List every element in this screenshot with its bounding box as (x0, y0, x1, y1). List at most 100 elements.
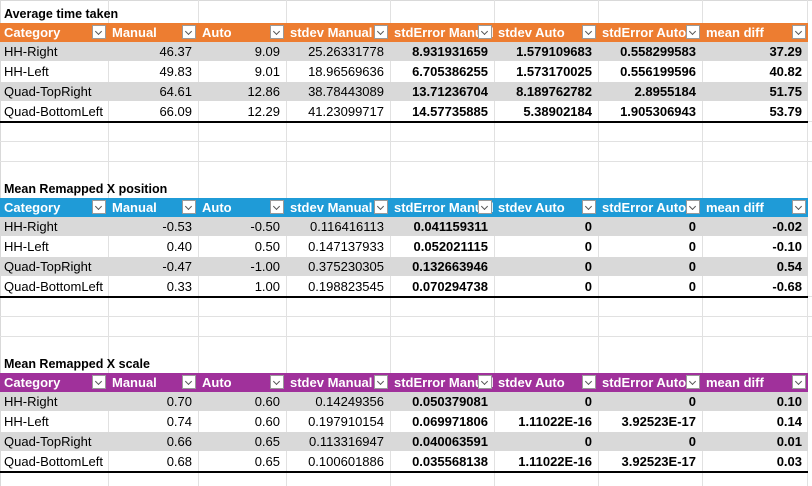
column-header-stdev-manual[interactable]: stdev Manual (286, 198, 390, 217)
cell-category[interactable]: Quad-BottomLeft (4, 279, 103, 294)
cell-stdev-auto[interactable]: 5.38902184 (523, 104, 592, 119)
filter-dropdown-icon[interactable] (792, 25, 806, 39)
cell-stdev-manual[interactable]: 0.197910154 (308, 414, 384, 429)
cell-mean-diff[interactable]: 40.82 (769, 64, 802, 79)
filter-dropdown-icon[interactable] (686, 25, 700, 39)
cell-stdev-manual[interactable]: 0.147137933 (308, 239, 384, 254)
column-header-stdev-manual[interactable]: stdev Manual (286, 23, 390, 42)
column-header-stdev-auto[interactable]: stdev Auto (494, 198, 598, 217)
cell-stdev-auto[interactable]: 1.11022E-16 (518, 454, 592, 469)
column-header-stdev-auto[interactable]: stdev Auto (494, 373, 598, 392)
cell-stderror-auto[interactable]: 3.92523E-17 (621, 454, 696, 469)
cell-auto[interactable]: 9.01 (254, 64, 280, 79)
cell-stderror-manual[interactable]: 8.931931659 (412, 44, 488, 59)
filter-dropdown-icon[interactable] (270, 375, 284, 389)
column-header-stderror-auto[interactable]: stdError Auto (598, 198, 702, 217)
filter-dropdown-icon[interactable] (686, 375, 700, 389)
cell-stderror-auto[interactable]: 1.905306943 (620, 104, 696, 119)
cell-stdev-manual[interactable]: 0.116416113 (310, 219, 384, 234)
filter-dropdown-icon[interactable] (270, 200, 284, 214)
cell-mean-diff[interactable]: 53.79 (769, 104, 802, 119)
cell-stdev-auto[interactable]: 1.11022E-16 (518, 414, 592, 429)
column-header-stderror-manual[interactable]: stdError Manual (390, 373, 494, 392)
cell-auto[interactable]: -1.00 (250, 259, 280, 274)
cell-auto[interactable]: 12.86 (247, 84, 280, 99)
cell-stderror-auto[interactable]: 0 (688, 219, 696, 234)
cell-stdev-manual[interactable]: 0.198823545 (308, 279, 384, 294)
filter-dropdown-icon[interactable] (582, 200, 596, 214)
column-header-category[interactable]: Category (0, 198, 108, 217)
cell-manual[interactable]: 0.66 (166, 434, 192, 449)
cell-manual[interactable]: 0.74 (166, 414, 192, 429)
column-header-manual[interactable]: Manual (108, 23, 198, 42)
filter-dropdown-icon[interactable] (182, 375, 196, 389)
filter-dropdown-icon[interactable] (92, 25, 106, 39)
column-header-mean-diff[interactable]: mean diff (702, 198, 808, 217)
cell-category[interactable]: Quad-TopRight (4, 434, 92, 449)
cell-auto[interactable]: -0.50 (250, 219, 280, 234)
cell-manual[interactable]: 0.68 (166, 454, 192, 469)
cell-stdev-auto[interactable]: 0 (584, 434, 592, 449)
cell-auto[interactable]: 0.60 (254, 414, 280, 429)
cell-stderror-manual[interactable]: 13.71236704 (412, 84, 488, 99)
cell-stdev-manual[interactable]: 41.23099717 (308, 104, 384, 119)
cell-stdev-auto[interactable]: 0 (584, 279, 592, 294)
cell-stdev-manual[interactable]: 0.113316947 (309, 434, 384, 449)
cell-category[interactable]: HH-Left (4, 414, 49, 429)
cell-stderror-auto[interactable]: 0 (688, 239, 696, 254)
cell-stdev-auto[interactable]: 1.579109683 (516, 44, 592, 59)
cell-mean-diff[interactable]: 37.29 (769, 44, 802, 59)
cell-mean-diff[interactable]: 51.75 (769, 84, 802, 99)
cell-stderror-manual[interactable]: 0.132663946 (412, 259, 488, 274)
cell-manual[interactable]: 66.09 (159, 104, 192, 119)
cell-stderror-auto[interactable]: 0 (688, 394, 696, 409)
cell-manual[interactable]: -0.47 (162, 259, 192, 274)
filter-dropdown-icon[interactable] (686, 200, 700, 214)
cell-stdev-manual[interactable]: 25.26331778 (308, 44, 384, 59)
cell-manual[interactable]: 0.33 (166, 279, 192, 294)
cell-manual[interactable]: 0.40 (166, 239, 192, 254)
cell-category[interactable]: HH-Left (4, 64, 49, 79)
cell-manual[interactable]: 0.70 (166, 394, 192, 409)
column-header-stdev-manual[interactable]: stdev Manual (286, 373, 390, 392)
cell-stderror-auto[interactable]: 0.558299583 (620, 44, 696, 59)
cell-stdev-manual[interactable]: 0.14249356 (315, 394, 384, 409)
cell-category[interactable]: HH-Left (4, 239, 49, 254)
cell-stdev-auto[interactable]: 0 (584, 239, 592, 254)
cell-manual[interactable]: 64.61 (159, 84, 192, 99)
cell-stderror-manual[interactable]: 0.069971806 (412, 414, 488, 429)
filter-dropdown-icon[interactable] (582, 25, 596, 39)
column-header-stderror-auto[interactable]: stdError Auto (598, 373, 702, 392)
cell-stdev-auto[interactable]: 0 (584, 219, 592, 234)
filter-dropdown-icon[interactable] (92, 375, 106, 389)
filter-dropdown-icon[interactable] (270, 25, 284, 39)
column-header-stderror-auto[interactable]: stdError Auto (598, 23, 702, 42)
cell-stderror-auto[interactable]: 0 (688, 434, 696, 449)
filter-dropdown-icon[interactable] (374, 25, 388, 39)
cell-mean-diff[interactable]: -0.68 (772, 279, 802, 294)
cell-category[interactable]: HH-Right (4, 44, 58, 59)
filter-dropdown-icon[interactable] (92, 200, 106, 214)
cell-auto[interactable]: 12.29 (247, 104, 280, 119)
cell-auto[interactable]: 1.00 (254, 279, 280, 294)
cell-auto[interactable]: 0.65 (254, 454, 280, 469)
filter-dropdown-icon[interactable] (792, 200, 806, 214)
cell-stderror-manual[interactable]: 0.052021115 (413, 239, 488, 254)
cell-stdev-auto[interactable]: 0 (584, 259, 592, 274)
filter-dropdown-icon[interactable] (182, 25, 196, 39)
cell-auto[interactable]: 0.50 (254, 239, 280, 254)
column-header-stderror-manual[interactable]: stdError Manual (390, 23, 494, 42)
cell-stderror-auto[interactable]: 0 (688, 279, 696, 294)
filter-dropdown-icon[interactable] (478, 200, 492, 214)
column-header-manual[interactable]: Manual (108, 198, 198, 217)
cell-category[interactable]: Quad-TopRight (4, 259, 92, 274)
column-header-manual[interactable]: Manual (108, 373, 198, 392)
cell-category[interactable]: Quad-BottomLeft (4, 104, 103, 119)
cell-stderror-manual[interactable]: 0.041159311 (413, 219, 488, 234)
cell-stderror-manual[interactable]: 6.705386255 (412, 64, 488, 79)
filter-dropdown-icon[interactable] (478, 25, 492, 39)
cell-mean-diff[interactable]: 0.01 (776, 434, 802, 449)
cell-category[interactable]: HH-Right (4, 219, 58, 234)
filter-dropdown-icon[interactable] (582, 375, 596, 389)
column-header-category[interactable]: Category (0, 23, 108, 42)
